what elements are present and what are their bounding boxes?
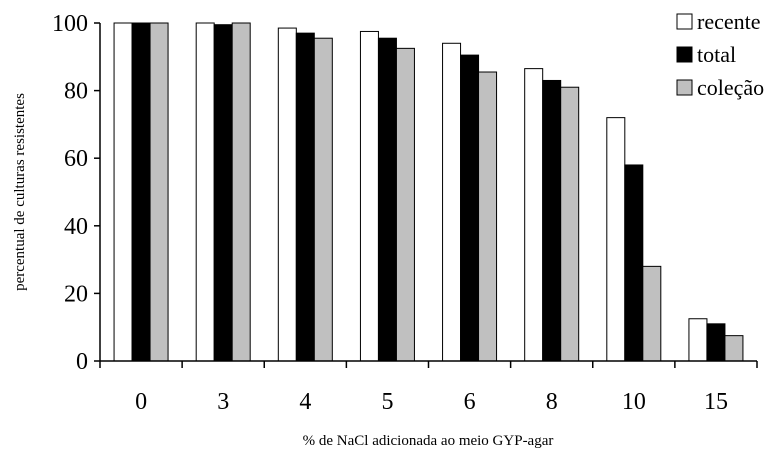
bar-total-5 <box>377 37 397 362</box>
legend: recente total coleção <box>676 9 764 100</box>
x-tick-label: 4 <box>299 389 311 415</box>
bar-total-8 <box>542 79 562 362</box>
x-ticks-group: 0 3 4 5 6 8 10 15 <box>99 361 758 415</box>
bar-recente-8 <box>524 68 544 362</box>
bar-total-3 <box>213 24 233 362</box>
bar-recente-0 <box>113 22 133 362</box>
bar-coleção-8 <box>560 86 580 362</box>
x-tick-label: 10 <box>622 389 646 415</box>
bar-total-0 <box>131 22 151 362</box>
y-tick-label: 20 <box>64 281 88 307</box>
y-tick-label: 100 <box>52 11 88 37</box>
bar-total-4 <box>295 32 315 362</box>
bar-coleção-3 <box>231 22 251 362</box>
legend-label-coleção: coleção <box>697 75 764 100</box>
x-tick-label: 0 <box>135 389 147 415</box>
x-tick-label: 5 <box>381 389 393 415</box>
y-tick-label: 60 <box>64 146 88 172</box>
x-tick-label: 3 <box>217 389 229 415</box>
bar-recente-3 <box>195 22 215 362</box>
bar-recente-15 <box>688 318 708 362</box>
bar-total-15 <box>706 323 726 362</box>
bar-recente-4 <box>277 27 297 362</box>
x-axis-title: % de NaCl adicionada ao meio GYP-agar <box>303 433 554 449</box>
bar-coleção-5 <box>395 47 415 362</box>
y-ticks-group: 0 20 40 60 80 100 <box>52 11 100 375</box>
bars-group <box>113 22 744 362</box>
bar-coleção-10 <box>642 265 662 362</box>
y-tick-label: 0 <box>76 349 88 375</box>
bar-coleção-6 <box>478 71 498 362</box>
bar-coleção-0 <box>149 22 169 362</box>
x-tick-label: 8 <box>546 389 558 415</box>
y-axis-title: percentual de culturas resistentes <box>12 93 28 291</box>
legend-swatch-recente <box>676 13 693 30</box>
x-tick-label: 6 <box>464 389 476 415</box>
bar-total-6 <box>460 54 480 362</box>
bar-recente-10 <box>606 117 626 362</box>
bar-total-10 <box>624 164 644 362</box>
bar-recente-5 <box>359 30 379 362</box>
legend-label-total: total <box>697 42 736 67</box>
legend-label-recente: recente <box>697 9 761 34</box>
y-tick-label: 40 <box>64 214 88 240</box>
bar-coleção-4 <box>313 37 333 362</box>
y-tick-label: 80 <box>64 79 88 105</box>
legend-swatch-total <box>676 46 693 63</box>
x-tick-label: 15 <box>704 389 728 415</box>
bar-coleção-15 <box>724 335 744 362</box>
bar-recente-6 <box>442 42 462 362</box>
legend-swatch-coleção <box>676 79 693 96</box>
